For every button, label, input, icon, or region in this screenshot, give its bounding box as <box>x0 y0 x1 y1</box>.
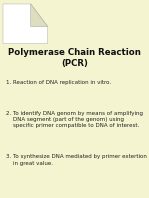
Text: 3. To synthesize DNA mediated by primer extertion
    in great value.: 3. To synthesize DNA mediated by primer … <box>6 154 147 166</box>
Text: Polymerase Chain Reaction
(PCR): Polymerase Chain Reaction (PCR) <box>8 48 141 68</box>
Text: 1. Reaction of DNA replication in vitro.: 1. Reaction of DNA replication in vitro. <box>6 80 111 85</box>
Text: 2. To identify DNA genom by means of amplifying
    DNA segment (part of the gen: 2. To identify DNA genom by means of amp… <box>6 111 143 128</box>
Polygon shape <box>31 4 48 27</box>
Polygon shape <box>3 4 48 44</box>
